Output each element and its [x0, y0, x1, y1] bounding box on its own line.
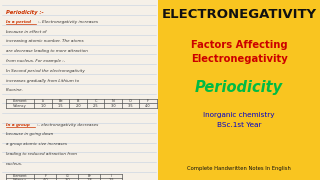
Text: 3.0: 3.0 [110, 103, 116, 107]
Text: :- electronegativity decreases: :- electronegativity decreases [37, 123, 99, 127]
Text: In a period: In a period [6, 20, 31, 24]
Text: Element: Element [13, 99, 28, 103]
Text: 2.0: 2.0 [75, 103, 81, 107]
Text: I: I [111, 174, 112, 178]
Text: 2.5: 2.5 [93, 103, 98, 107]
Text: F: F [147, 99, 149, 103]
Text: Complete Handwritten Notes In English: Complete Handwritten Notes In English [187, 166, 291, 171]
Text: Cl: Cl [66, 174, 69, 178]
Text: F: F [44, 174, 46, 178]
Text: Li: Li [42, 99, 44, 103]
Text: Element: Element [13, 174, 28, 178]
Text: O: O [129, 99, 132, 103]
Text: Valency: Valency [13, 103, 27, 107]
Text: 4.0: 4.0 [43, 178, 48, 180]
Text: C: C [94, 99, 97, 103]
Text: N: N [112, 99, 114, 103]
Text: increasing atomic number. The atoms: increasing atomic number. The atoms [6, 39, 84, 43]
Text: :- Electronegativity increases: :- Electronegativity increases [38, 20, 98, 24]
Bar [0, 0, 158, 180]
Text: 3.5: 3.5 [128, 103, 133, 107]
Text: because in going down: because in going down [6, 132, 53, 136]
Text: BSc.1st Year: BSc.1st Year [217, 122, 261, 128]
Text: from nucleus. For example :-: from nucleus. For example :- [6, 59, 66, 63]
Text: a group atomic size increases: a group atomic size increases [6, 142, 67, 146]
Text: Br: Br [87, 174, 91, 178]
Text: because in effect of: because in effect of [6, 30, 47, 34]
Text: Periodicity: Periodicity [195, 80, 283, 95]
Text: leading to reduced attraction from: leading to reduced attraction from [6, 152, 77, 156]
Bar [158, 0, 320, 180]
Text: 4.0: 4.0 [145, 103, 151, 107]
Text: Electronegativity: Electronegativity [191, 54, 288, 64]
Text: 1.0: 1.0 [40, 103, 46, 107]
Text: nucleus.: nucleus. [6, 162, 23, 166]
Text: B: B [77, 99, 79, 103]
Text: 2.8: 2.8 [86, 178, 92, 180]
Text: In a group: In a group [6, 123, 30, 127]
Text: Fluorine.: Fluorine. [6, 88, 24, 92]
Text: ELECTRONEGATIVITY: ELECTRONEGATIVITY [162, 8, 317, 21]
Text: Inorganic chemistry: Inorganic chemistry [204, 112, 275, 118]
Text: 1.5: 1.5 [58, 103, 63, 107]
Text: are decrease leading to more attraction: are decrease leading to more attraction [6, 49, 88, 53]
Text: In Second period the electronegativity: In Second period the electronegativity [6, 69, 85, 73]
Text: 3.0: 3.0 [65, 178, 70, 180]
Text: Be: Be [58, 99, 63, 103]
Text: increases gradually from Lithium to: increases gradually from Lithium to [6, 79, 79, 83]
Text: Valency: Valency [13, 178, 27, 180]
Text: Factors Affecting: Factors Affecting [191, 40, 287, 50]
Text: 2.5: 2.5 [108, 178, 114, 180]
Text: Periodicity :-: Periodicity :- [6, 10, 44, 15]
